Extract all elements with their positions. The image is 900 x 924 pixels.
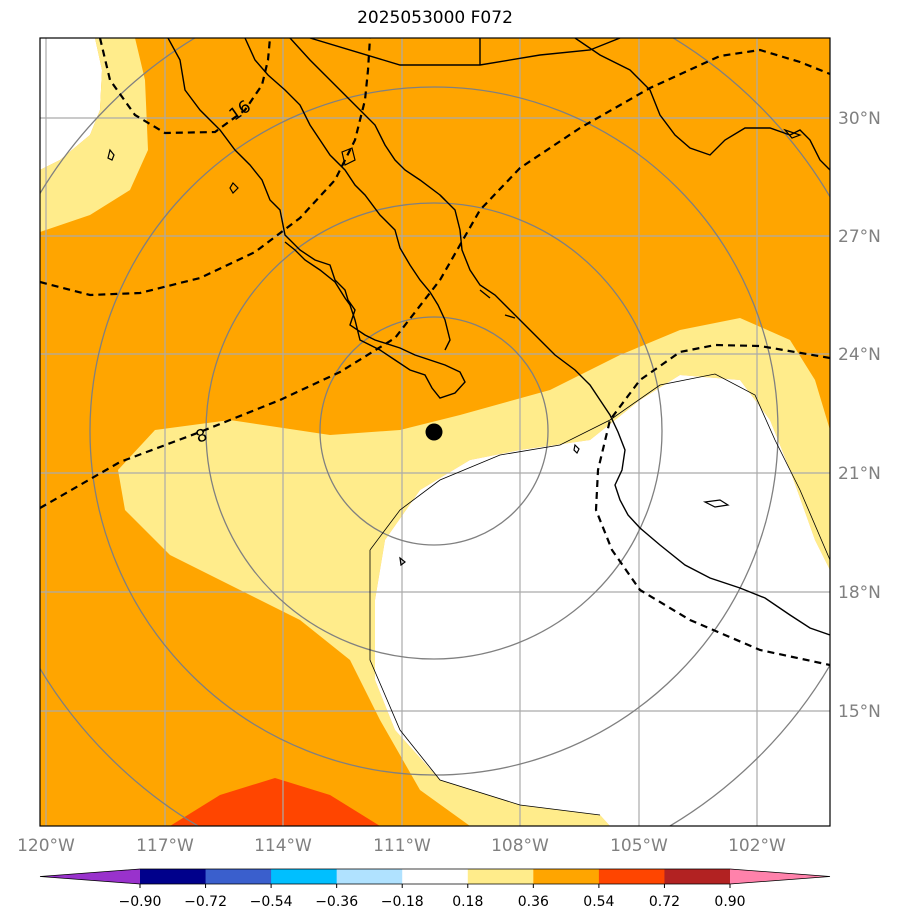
contour-16-north	[98, 38, 272, 135]
colorbar-swatch	[598, 869, 665, 884]
fill-white-nw	[40, 38, 102, 170]
mainland-coast-detail	[439, 194, 516, 319]
lon-tick-label: 117°W	[136, 836, 194, 856]
colorbar-swatch	[402, 869, 469, 884]
lon-tick-label: 120°W	[17, 836, 75, 856]
coastlines	[167, 38, 830, 636]
colorbar-tick-label: 0.18	[452, 894, 483, 910]
baja-west-coast	[167, 38, 466, 399]
colorbar-swatch	[664, 869, 731, 884]
range-ring	[205, 202, 663, 660]
map-frame	[39, 37, 831, 827]
colorbar: −0.90 −0.72 −0.54 −0.36 −0.18 0.18 0.36 0.54 0.7…	[39, 868, 831, 910]
colorbar-extend-low	[40, 869, 140, 884]
island	[107, 148, 115, 161]
lat-tick-label: 21°N	[838, 464, 881, 484]
range-ring	[89, 86, 779, 776]
contour-8	[40, 48, 830, 509]
lat-tick-label: 27°N	[838, 227, 881, 247]
islands	[107, 128, 802, 567]
colorbar-tick-label: −0.36	[315, 894, 358, 910]
island	[229, 182, 239, 194]
island	[573, 443, 580, 455]
colorbar-tick-label: 0.54	[583, 894, 614, 910]
colorbar-tick-label: 0.36	[518, 894, 549, 910]
gridlines	[40, 38, 830, 826]
lon-tick-labels: 120°W 117°W 114°W 111°W 108°W 105°W 102°…	[17, 836, 786, 856]
colorbar-tick-label: 0.90	[714, 894, 745, 910]
lat-tick-label: 15°N	[838, 702, 881, 722]
range-ring	[319, 316, 549, 546]
colorbar-swatch	[205, 869, 272, 884]
thin-contour	[369, 373, 830, 816]
lon-tick-label: 105°W	[610, 836, 668, 856]
island	[399, 556, 406, 567]
colorbar-tick-label: −0.54	[250, 894, 293, 910]
colorbar-swatch	[271, 869, 338, 884]
lat-tick-label: 30°N	[838, 109, 881, 129]
field-fill: 16 8	[40, 38, 830, 826]
lon-tick-label: 111°W	[373, 836, 431, 856]
colorbar-tick-label: −0.90	[119, 894, 162, 910]
colorbar-tick-label: 0.72	[649, 894, 680, 910]
colorbar-tick-label: −0.72	[184, 894, 227, 910]
colorbar-swatch	[140, 869, 207, 884]
fill-yellow-central	[118, 318, 830, 826]
us-mexico-border	[309, 38, 621, 66]
contour-east	[594, 343, 830, 667]
storm-center-marker	[425, 423, 443, 441]
gulf-coast-north	[574, 38, 830, 171]
lon-tick-label: 108°W	[491, 836, 549, 856]
range-rings	[40, 38, 830, 826]
colorbar-swatch	[336, 869, 403, 884]
lat-tick-label: 24°N	[838, 345, 881, 365]
colorbar-tick-label: −0.18	[381, 894, 424, 910]
dashed-contours	[40, 38, 830, 667]
lat-tick-labels: 30°N 27°N 24°N 21°N 18°N 15°N	[838, 109, 881, 722]
fill-white-core	[375, 375, 830, 826]
mainland-coast	[289, 38, 830, 636]
fill-yellow-nw	[40, 38, 148, 232]
map-title: 2025053000 F072	[357, 8, 513, 28]
colorbar-swatch	[533, 869, 600, 884]
lon-tick-label: 102°W	[728, 836, 786, 856]
lat-tick-label: 18°N	[838, 583, 881, 603]
island	[783, 128, 802, 139]
colorbar-extend-high	[730, 869, 830, 884]
lon-tick-label: 114°W	[254, 836, 312, 856]
contour-16-arc	[40, 38, 372, 297]
island	[702, 499, 730, 508]
colorbar-swatch	[467, 869, 534, 884]
fill-red-south	[170, 778, 380, 826]
baja-east-coast	[244, 38, 451, 351]
